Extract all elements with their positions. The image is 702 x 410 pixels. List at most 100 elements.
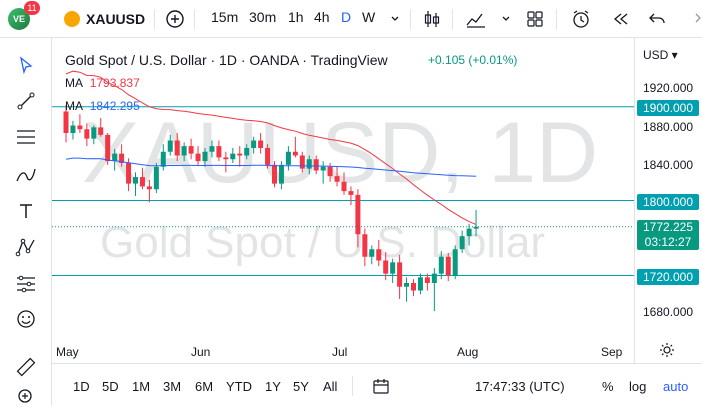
interval-w[interactable]: W bbox=[362, 9, 376, 25]
candle-body bbox=[424, 277, 430, 283]
chart-legend-title: Gold Spot / U.S. Dollar · 1D · OANDA · T… bbox=[65, 52, 388, 68]
range-1d[interactable]: 1D bbox=[73, 379, 90, 394]
candle-body bbox=[272, 164, 277, 184]
brush-icon[interactable] bbox=[13, 162, 39, 188]
divider bbox=[556, 9, 557, 29]
symbol-search-button[interactable]: XAUUSD bbox=[86, 11, 146, 27]
price-label: 1680.000 bbox=[643, 305, 694, 319]
candle-body bbox=[313, 159, 319, 171]
undo-icon[interactable] bbox=[645, 7, 669, 31]
candle-body bbox=[278, 164, 284, 184]
user-avatar[interactable]: VE bbox=[8, 8, 30, 30]
candle-body bbox=[195, 153, 201, 162]
settings-gear-icon[interactable] bbox=[659, 342, 675, 363]
layout-grid-icon[interactable] bbox=[523, 7, 547, 31]
candle-body bbox=[341, 181, 347, 192]
price-chart[interactable] bbox=[52, 38, 634, 363]
pattern-icon[interactable] bbox=[13, 234, 39, 260]
emoji-icon[interactable] bbox=[13, 306, 39, 332]
price-label: 1920.000 bbox=[643, 81, 694, 95]
indicators-icon[interactable] bbox=[464, 7, 488, 31]
compare-add-icon[interactable] bbox=[163, 7, 187, 31]
candle-body bbox=[126, 163, 132, 184]
watermark-name: Gold Spot / U.S. Dollar bbox=[100, 218, 546, 267]
candle-body bbox=[299, 155, 305, 169]
prediction-icon[interactable] bbox=[13, 270, 39, 296]
avatar-initials: VE bbox=[12, 14, 25, 24]
currency-label: USD bbox=[643, 48, 669, 62]
range-5d[interactable]: 5D bbox=[102, 379, 119, 394]
range-5y[interactable]: 5Y bbox=[293, 379, 309, 394]
alert-clock-icon[interactable] bbox=[569, 7, 593, 31]
date-range-icon[interactable] bbox=[372, 377, 390, 400]
cursor-icon[interactable] bbox=[13, 52, 39, 78]
candle-body bbox=[431, 273, 437, 283]
log-toggle[interactable]: log bbox=[629, 379, 647, 394]
candle-body bbox=[146, 186, 152, 190]
candle-body bbox=[160, 151, 166, 167]
candle-body bbox=[348, 191, 354, 195]
fib-retracement-icon[interactable] bbox=[13, 124, 39, 150]
divider bbox=[194, 9, 195, 29]
redo-icon[interactable] bbox=[681, 7, 702, 31]
range-3m[interactable]: 3M bbox=[163, 379, 182, 394]
chart-pane[interactable]: XAUUSD, 1D Gold Spot / U.S. Dollar bbox=[52, 38, 634, 363]
interval-1h[interactable]: 1h bbox=[288, 9, 304, 25]
interval-d[interactable]: D bbox=[341, 9, 352, 25]
candle-body bbox=[452, 249, 458, 276]
range-1y[interactable]: 1Y bbox=[265, 379, 281, 394]
auto-toggle[interactable]: auto bbox=[663, 379, 689, 394]
currency-selector[interactable]: USD ▾ bbox=[643, 48, 678, 62]
candle-body bbox=[369, 249, 375, 257]
candle-body bbox=[258, 140, 264, 148]
candle-body bbox=[473, 226, 479, 229]
candle-body bbox=[327, 166, 333, 177]
range-1m[interactable]: 1M bbox=[132, 379, 151, 394]
candle-body bbox=[91, 127, 97, 139]
time-label: Jun bbox=[191, 345, 211, 359]
chevron-down-icon[interactable] bbox=[494, 7, 518, 31]
range-all[interactable]: All bbox=[323, 379, 338, 394]
drawing-toolbar bbox=[0, 38, 52, 405]
ruler-icon[interactable] bbox=[13, 354, 39, 380]
candle-body bbox=[237, 153, 243, 156]
range-6m[interactable]: 6M bbox=[195, 379, 214, 394]
candle-body bbox=[133, 177, 138, 184]
last-price-tag: 1772.225 03:12:27 bbox=[637, 220, 699, 250]
interval-4h[interactable]: 4h bbox=[314, 9, 330, 25]
ma-legend-1[interactable]: MA 1793.837 bbox=[65, 76, 140, 90]
candle-body bbox=[265, 148, 271, 165]
replay-icon[interactable] bbox=[609, 7, 633, 31]
candle-body bbox=[202, 151, 208, 162]
price-axis[interactable]: USD ▾ 1920.000 1900.000 1880.000 1840.00… bbox=[634, 38, 702, 363]
ma-legend-2[interactable]: MA 1842.295 bbox=[65, 99, 140, 113]
bottom-toolbar: 1D 5D 1M 3M 6M YTD 1Y 5Y All 17:47:33 (U… bbox=[52, 363, 702, 405]
time-label: Aug bbox=[457, 345, 479, 359]
interval-30m[interactable]: 30m bbox=[249, 9, 277, 25]
range-ytd[interactable]: YTD bbox=[226, 379, 252, 394]
time-axis[interactable]: May Jun Jul Aug Sep bbox=[52, 340, 634, 362]
candles-icon[interactable] bbox=[420, 7, 444, 31]
divider bbox=[410, 9, 411, 29]
utc-clock[interactable]: 17:47:33 (UTC) bbox=[475, 379, 565, 394]
candle-body bbox=[223, 157, 229, 160]
zoom-in-icon[interactable] bbox=[13, 384, 39, 410]
percent-toggle[interactable]: % bbox=[602, 379, 614, 394]
candle-body bbox=[355, 194, 361, 235]
trend-line-icon[interactable] bbox=[13, 88, 39, 114]
candle-body bbox=[411, 283, 416, 291]
price-label: 1840.000 bbox=[643, 158, 694, 172]
candle-body bbox=[112, 153, 118, 162]
candle-body bbox=[84, 129, 90, 139]
watermark-symbol: XAUUSD, 1D bbox=[82, 105, 599, 201]
interval-15m[interactable]: 15m bbox=[211, 9, 239, 25]
candle-body bbox=[445, 256, 451, 276]
chevron-down-icon[interactable] bbox=[383, 7, 407, 31]
candle-body bbox=[63, 111, 69, 133]
text-icon[interactable] bbox=[13, 198, 39, 224]
candle-body bbox=[105, 134, 111, 162]
time-label: Jul bbox=[332, 345, 348, 359]
candle-body bbox=[230, 153, 236, 160]
top-toolbar: VE 11 XAUUSD 15m 30m 1h 4h D W bbox=[0, 0, 702, 38]
candle-body bbox=[417, 277, 423, 291]
